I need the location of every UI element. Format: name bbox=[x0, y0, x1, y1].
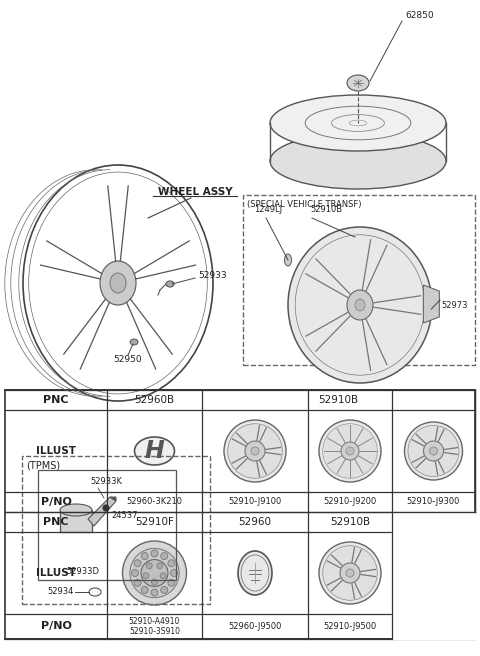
Text: 52910B: 52910B bbox=[318, 395, 359, 405]
Ellipse shape bbox=[146, 563, 152, 569]
Polygon shape bbox=[88, 497, 116, 526]
Text: PNC: PNC bbox=[43, 395, 69, 405]
Polygon shape bbox=[110, 497, 116, 501]
Text: 52960B: 52960B bbox=[134, 395, 175, 405]
Text: 52973: 52973 bbox=[441, 300, 468, 310]
Ellipse shape bbox=[251, 447, 259, 455]
Bar bbox=[243, 195, 475, 365]
Ellipse shape bbox=[170, 569, 178, 577]
Ellipse shape bbox=[319, 420, 381, 482]
Bar bbox=[5, 390, 475, 639]
Ellipse shape bbox=[134, 437, 175, 465]
Ellipse shape bbox=[347, 75, 369, 91]
Ellipse shape bbox=[151, 550, 158, 557]
Ellipse shape bbox=[168, 579, 175, 586]
Text: 52960-J9500: 52960-J9500 bbox=[228, 622, 282, 631]
Text: 24537: 24537 bbox=[111, 512, 137, 520]
Ellipse shape bbox=[238, 551, 272, 595]
Text: ILLUST: ILLUST bbox=[36, 568, 76, 578]
Ellipse shape bbox=[161, 586, 168, 594]
Text: ILLUST: ILLUST bbox=[36, 446, 76, 456]
Ellipse shape bbox=[405, 422, 463, 480]
Text: 52910B: 52910B bbox=[310, 205, 342, 215]
Polygon shape bbox=[423, 285, 439, 323]
Text: (SPECIAL VEHICLE TRANSF): (SPECIAL VEHICLE TRANSF) bbox=[247, 201, 361, 209]
Ellipse shape bbox=[103, 505, 109, 511]
Text: 52960: 52960 bbox=[239, 517, 272, 527]
Text: 1249LJ: 1249LJ bbox=[254, 205, 282, 215]
Ellipse shape bbox=[100, 261, 136, 305]
Ellipse shape bbox=[270, 95, 446, 151]
Ellipse shape bbox=[288, 227, 432, 383]
Ellipse shape bbox=[323, 546, 377, 600]
Text: PNC: PNC bbox=[43, 517, 69, 527]
Ellipse shape bbox=[270, 133, 446, 189]
Ellipse shape bbox=[355, 299, 365, 311]
Ellipse shape bbox=[245, 441, 265, 461]
Ellipse shape bbox=[224, 420, 286, 482]
Ellipse shape bbox=[152, 579, 157, 585]
Ellipse shape bbox=[347, 290, 373, 320]
Ellipse shape bbox=[166, 281, 174, 287]
Text: (TPMS): (TPMS) bbox=[26, 461, 60, 471]
Ellipse shape bbox=[132, 569, 138, 577]
Polygon shape bbox=[60, 510, 92, 532]
Ellipse shape bbox=[228, 424, 282, 478]
Ellipse shape bbox=[423, 441, 444, 461]
Text: 52910F: 52910F bbox=[135, 517, 174, 527]
Ellipse shape bbox=[285, 254, 291, 266]
Ellipse shape bbox=[134, 579, 141, 586]
Ellipse shape bbox=[143, 573, 149, 579]
Ellipse shape bbox=[319, 542, 381, 604]
Ellipse shape bbox=[430, 447, 437, 455]
Ellipse shape bbox=[130, 548, 179, 598]
Text: H: H bbox=[144, 439, 164, 463]
Text: 52950: 52950 bbox=[114, 356, 142, 365]
Ellipse shape bbox=[323, 424, 377, 478]
Text: 52933K: 52933K bbox=[90, 478, 122, 487]
Text: 52910-J9100: 52910-J9100 bbox=[228, 497, 282, 506]
Ellipse shape bbox=[122, 541, 187, 605]
Bar bbox=[38, 470, 176, 580]
Ellipse shape bbox=[110, 273, 126, 293]
Ellipse shape bbox=[141, 552, 148, 560]
Text: 52933: 52933 bbox=[198, 270, 227, 279]
Bar bbox=[22, 456, 210, 604]
Ellipse shape bbox=[134, 560, 141, 567]
Text: P/NO: P/NO bbox=[41, 621, 72, 632]
Text: 52910B: 52910B bbox=[330, 517, 370, 527]
Ellipse shape bbox=[340, 563, 360, 583]
Text: P/NO: P/NO bbox=[41, 497, 72, 507]
Ellipse shape bbox=[141, 560, 168, 586]
Ellipse shape bbox=[157, 563, 163, 569]
Ellipse shape bbox=[161, 552, 168, 560]
Ellipse shape bbox=[60, 504, 92, 516]
Ellipse shape bbox=[151, 589, 158, 596]
Ellipse shape bbox=[408, 426, 459, 476]
Text: 52910-J9300: 52910-J9300 bbox=[407, 497, 460, 506]
Ellipse shape bbox=[160, 573, 166, 579]
Text: 52934: 52934 bbox=[47, 588, 73, 596]
Ellipse shape bbox=[141, 586, 148, 594]
Text: 62850: 62850 bbox=[405, 12, 433, 20]
Text: 52960-3K210: 52960-3K210 bbox=[127, 497, 182, 506]
Text: 52910-A4910
52910-3S910: 52910-A4910 52910-3S910 bbox=[129, 617, 180, 636]
Ellipse shape bbox=[168, 560, 175, 567]
Ellipse shape bbox=[346, 447, 354, 455]
Ellipse shape bbox=[346, 569, 354, 577]
Text: 52933D: 52933D bbox=[66, 567, 99, 577]
Text: 52910-J9500: 52910-J9500 bbox=[324, 622, 377, 631]
Text: 52910-J9200: 52910-J9200 bbox=[324, 497, 377, 506]
Ellipse shape bbox=[341, 442, 359, 460]
Text: WHEEL ASSY: WHEEL ASSY bbox=[158, 187, 232, 197]
Ellipse shape bbox=[130, 339, 138, 345]
